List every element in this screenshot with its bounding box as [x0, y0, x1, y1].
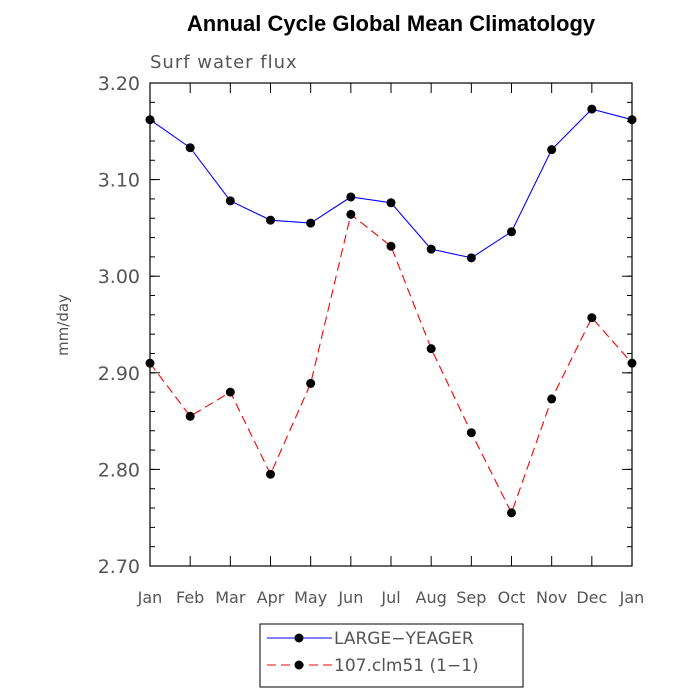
data-point: [185, 411, 195, 421]
data-point: [266, 469, 275, 479]
x-tick-label: Jan: [137, 588, 163, 607]
x-tick-label: Sep: [456, 588, 486, 607]
y-axis-label: mm/day: [54, 294, 72, 356]
data-point: [306, 378, 316, 388]
x-tick-label: Jun: [337, 588, 363, 607]
y-tick-label: 2.80: [98, 459, 140, 481]
data-point: [547, 145, 557, 155]
legend-marker: [294, 633, 304, 643]
chart-subtitle: Surf water flux: [150, 52, 298, 73]
x-tick-label: May: [294, 588, 327, 607]
data-point: [627, 358, 637, 368]
series-line: [149, 213, 633, 515]
x-axis-ticks: Jan Feb Mar Apr May Jun Jul Aug Sep Oct Nov Dec Jan: [137, 83, 645, 607]
data-point: [386, 198, 396, 208]
series-1: [145, 104, 637, 263]
series-layer: [145, 104, 637, 518]
plot-frame: [149, 82, 633, 567]
x-tick-label: Apr: [257, 588, 285, 607]
data-point: [426, 244, 436, 254]
x-tick-label: Aug: [416, 588, 447, 607]
data-point: [587, 313, 597, 323]
x-tick-label: Nov: [536, 588, 567, 607]
legend-box: [259, 623, 524, 688]
data-point: [346, 209, 356, 219]
data-point: [266, 215, 275, 225]
legend-label: 107.clm51 (1−1): [334, 656, 479, 676]
data-point: [225, 196, 235, 206]
data-point: [507, 508, 516, 518]
series-2: [145, 209, 637, 518]
legend: LARGE−YEAGER 107.clm51 (1−1): [259, 623, 524, 688]
series-line: [149, 108, 633, 259]
data-point: [507, 227, 516, 237]
data-point: [346, 192, 356, 202]
data-point: [547, 394, 557, 404]
y-tick-label: 2.90: [98, 363, 140, 385]
x-tick-label: Jul: [380, 588, 400, 607]
data-point: [426, 344, 436, 354]
y-tick-label: 3.20: [98, 73, 140, 95]
data-point: [306, 218, 316, 228]
x-tick-label: Mar: [215, 588, 246, 607]
chart-title: Annual Cycle Global Mean Climatology: [187, 11, 596, 36]
data-point: [466, 253, 476, 263]
y-axis-ticks: 2.70 2.80 2.90 3.00 3.10 3.20: [98, 73, 632, 578]
x-tick-label: Feb: [176, 588, 204, 607]
y-tick-label: 2.70: [98, 556, 140, 578]
y-tick-label: 3.10: [98, 170, 140, 192]
data-point: [225, 387, 235, 397]
legend-marker: [294, 660, 304, 670]
x-tick-label: Dec: [576, 588, 607, 607]
legend-label: LARGE−YEAGER: [334, 629, 474, 649]
x-tick-label: Oct: [498, 588, 526, 607]
data-point: [466, 428, 476, 438]
data-point: [587, 104, 597, 114]
data-point: [627, 115, 637, 125]
data-point: [386, 241, 396, 251]
y-tick-label: 3.00: [98, 266, 140, 288]
x-tick-label: Jan: [619, 588, 645, 607]
data-point: [145, 358, 155, 368]
plot-border: [149, 82, 633, 567]
data-point: [185, 143, 195, 153]
data-point: [145, 115, 155, 125]
